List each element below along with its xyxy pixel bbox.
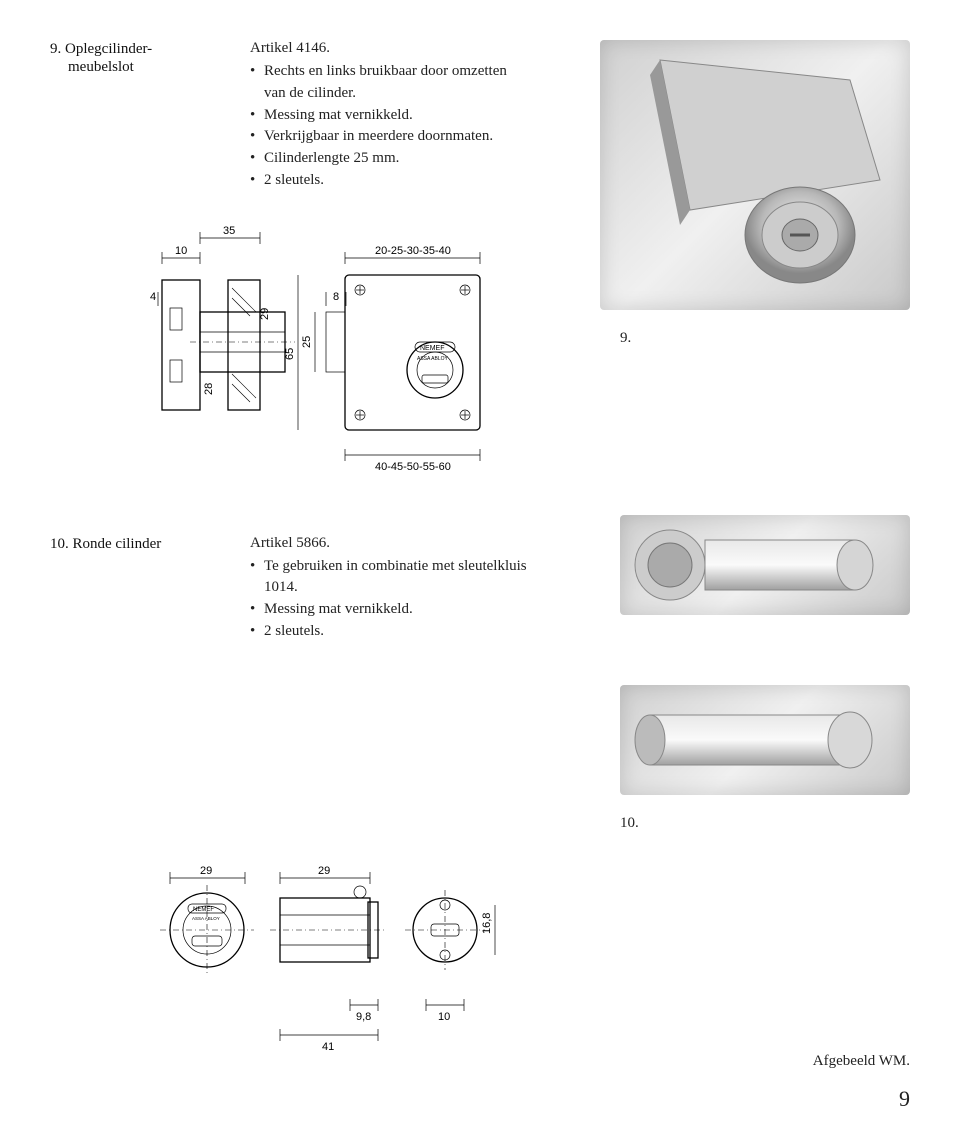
svg-text:10: 10 xyxy=(175,245,187,257)
svg-text:25: 25 xyxy=(301,335,313,347)
page-number: 9 xyxy=(899,1086,910,1112)
item10-bullet: 2 sleutels. xyxy=(250,621,530,643)
item9-bullet: Cilinderlengte 25 mm. xyxy=(250,148,530,170)
item10-photo-label: 10. xyxy=(620,815,639,832)
item10-diagram: 29 29 NEMEF ASSA ABLOY 16,8 xyxy=(150,860,590,1065)
svg-text:65: 65 xyxy=(284,347,296,359)
item9-bullet: 2 sleutels. xyxy=(250,170,530,192)
svg-text:41: 41 xyxy=(322,1041,334,1053)
item10-bullet: Messing mat vernikkeld. xyxy=(250,599,530,621)
svg-text:4: 4 xyxy=(150,291,156,303)
item10-bullets: Te gebruiken in combinatie met sleutelkl… xyxy=(250,556,530,643)
svg-text:16,8: 16,8 xyxy=(481,912,493,933)
svg-text:NEMEF: NEMEF xyxy=(420,345,445,352)
svg-text:8: 8 xyxy=(333,291,339,303)
svg-text:20-25-30-35-40: 20-25-30-35-40 xyxy=(375,245,451,257)
item10-bullet: Te gebruiken in combinatie met sleutelkl… xyxy=(250,556,530,600)
item9-photo xyxy=(600,40,910,310)
svg-text:29: 29 xyxy=(259,307,271,319)
item10-photo-b xyxy=(620,685,910,795)
svg-text:ASSA ABLOY: ASSA ABLOY xyxy=(192,916,220,921)
item9-bullet: Messing mat vernikkeld. xyxy=(250,105,530,127)
item9-article: Artikel 4146. xyxy=(250,40,530,57)
svg-text:28: 28 xyxy=(203,382,215,394)
item10-photo-a xyxy=(620,515,910,615)
svg-text:9,8: 9,8 xyxy=(356,1011,371,1023)
svg-text:29: 29 xyxy=(318,865,330,877)
item10-article: Artikel 5866. xyxy=(250,535,530,552)
svg-text:NEMEF: NEMEF xyxy=(193,907,214,913)
item9-number: 9. Oplegcilinder- xyxy=(50,41,152,57)
svg-text:29: 29 xyxy=(200,865,212,877)
item9-photo-label: 9. xyxy=(620,330,631,347)
svg-text:ASSA ABLOY: ASSA ABLOY xyxy=(417,356,449,362)
item9-bullet: Verkrijgbaar in meerdere doornmaten. xyxy=(250,126,530,148)
item9-title-line2: meubelslot xyxy=(50,59,134,76)
svg-text:10: 10 xyxy=(438,1011,450,1023)
svg-text:35: 35 xyxy=(223,225,235,237)
svg-text:40-45-50-55-60: 40-45-50-55-60 xyxy=(375,461,451,473)
item9-bullets: Rechts en links bruikbaar door omzetten … xyxy=(250,61,530,192)
item10-number: 10. Ronde cilinder xyxy=(50,536,161,552)
item9-bullet: Rechts en links bruikbaar door omzetten … xyxy=(250,61,530,105)
footer-caption: Afgebeeld WM. xyxy=(813,1053,910,1070)
item9-diagram: 35 10 20-25-30-35-40 4 29 28 xyxy=(150,220,590,495)
